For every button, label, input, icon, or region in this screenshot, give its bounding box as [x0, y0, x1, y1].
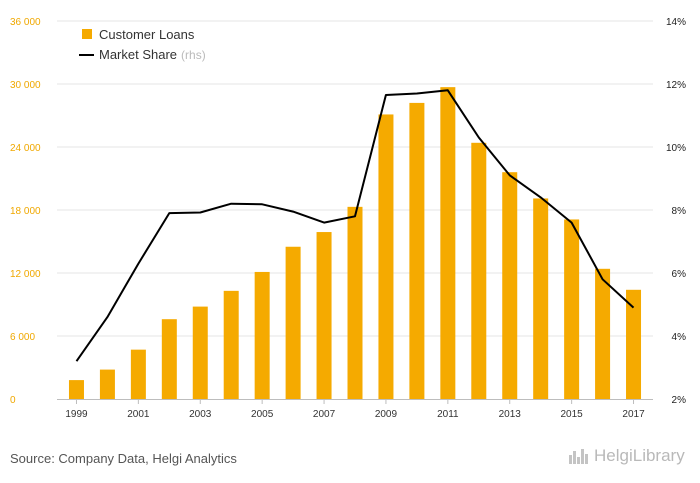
bar-customer-loans — [316, 232, 332, 399]
legend-label-rhs-note: (rhs) — [181, 48, 206, 62]
y-right-tick-label: 6% — [672, 269, 687, 280]
y-left-tick-label: 36 000 — [10, 17, 41, 28]
bar-customer-loans — [130, 349, 146, 399]
bar-customer-loans — [254, 271, 270, 399]
x-tick-label: 2011 — [437, 409, 459, 420]
x-tick-label: 2005 — [251, 409, 274, 420]
bar-customer-loans — [347, 206, 363, 399]
y-left-tick-label: 18 000 — [10, 206, 41, 217]
bar-customer-loans — [502, 172, 518, 399]
bar-customer-loans — [99, 369, 115, 399]
y-right-tick-label: 2% — [672, 395, 687, 406]
x-tick-label: 2017 — [622, 409, 645, 420]
y-right-tick-label: 8% — [672, 206, 687, 217]
legend-label-customer-loans: Customer Loans — [99, 27, 195, 42]
x-tick-label: 2003 — [189, 409, 212, 420]
y-left-tick-label: 30 000 — [10, 80, 41, 91]
bar-customer-loans — [223, 290, 239, 399]
y-left-tick-label: 6 000 — [10, 332, 35, 343]
x-tick-label: 2007 — [313, 409, 336, 420]
legend-swatch-customer-loans — [82, 29, 92, 39]
market-share-line — [75, 89, 635, 362]
y-right-tick-label: 10% — [666, 143, 686, 154]
helgi-logo-icon — [569, 449, 588, 464]
x-tick-label: 2015 — [561, 409, 584, 420]
y-left-tick-label: 24 000 — [10, 143, 41, 154]
bar-customer-loans — [564, 219, 580, 399]
chart: 0 6 000 12 000 18 000 24 000 30 000 36 000 2% 4%… — [10, 17, 686, 420]
axes: 0 6 000 12 000 18 000 24 000 30 000 36 000 2% 4%… — [10, 17, 686, 420]
source-note: Source: Company Data, Helgi Analytics — [10, 451, 237, 466]
bar-customer-loans — [440, 87, 456, 400]
y-left-tick-label: 0 — [10, 395, 16, 406]
bar-customer-loans — [533, 198, 549, 399]
helgi-library-logo: HelgiLibrary — [568, 446, 685, 466]
bar-customer-loans — [161, 319, 177, 399]
logo-text: HelgiLibrary — [594, 446, 685, 465]
bar-customer-loans — [626, 289, 642, 399]
y-left-tick-label: 12 000 — [10, 269, 41, 280]
bar-customer-loans — [409, 102, 425, 400]
x-tick-label: 1999 — [65, 409, 88, 420]
x-tick-label: 2013 — [499, 409, 522, 420]
market-share-line-layer — [75, 89, 635, 362]
legend-label-market-share-name: Market Share — [99, 47, 177, 62]
bar-customer-loans — [192, 306, 208, 399]
y-right-tick-label: 12% — [666, 80, 686, 91]
bar-customer-loans — [68, 380, 84, 399]
bar-customer-loans — [285, 246, 301, 399]
legend: Customer Loans Market Share (rhs) — [79, 27, 206, 62]
customer-loans-bars — [68, 87, 642, 400]
bar-customer-loans — [378, 114, 394, 399]
x-tick-label: 2009 — [375, 409, 398, 420]
y-right-tick-label: 14% — [666, 17, 686, 28]
bar-customer-loans — [595, 268, 611, 399]
bar-customer-loans — [471, 142, 487, 400]
legend-label-market-share: Market Share (rhs) — [99, 47, 206, 62]
y-right-tick-label: 4% — [672, 332, 687, 343]
x-tick-label: 2001 — [127, 409, 150, 420]
